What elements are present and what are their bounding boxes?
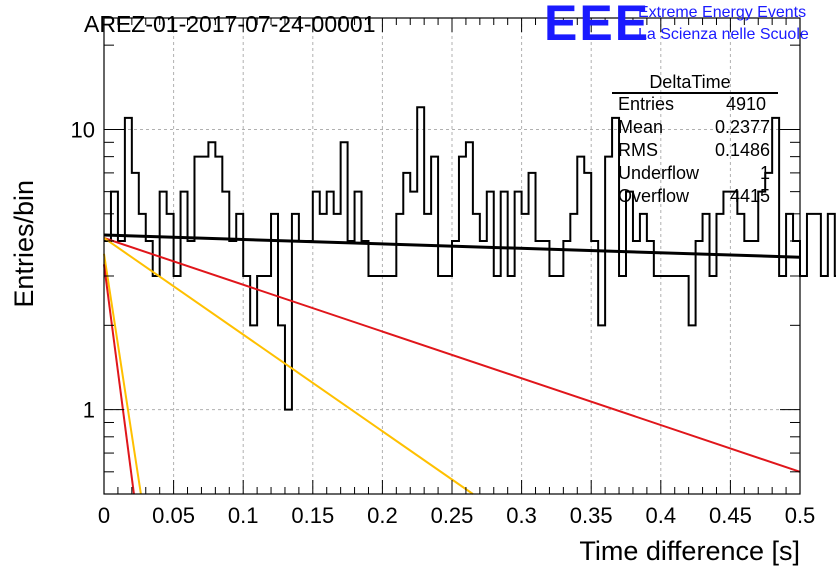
- x-tick-label: 0.35: [570, 503, 613, 528]
- fit-line-2: [103, 237, 801, 473]
- stats-label-overflow: Overflow: [618, 186, 690, 206]
- grid-lines: [104, 18, 800, 494]
- eee-logo-mark: EEE: [544, 0, 650, 51]
- eee-logo: EEE Extreme Energy Events La Scienza nel…: [544, 0, 809, 51]
- x-tick-label: 0.05: [152, 503, 195, 528]
- chart-title: AREZ-01-2017-07-24-00001: [84, 11, 376, 37]
- stats-value-mean: 0.2377: [715, 117, 770, 137]
- x-tick-label: 0.5: [785, 503, 816, 528]
- x-tick-label: 0.4: [646, 503, 677, 528]
- x-tick-label: 0: [98, 503, 110, 528]
- eee-logo-line1: Extreme Energy Events: [638, 4, 806, 21]
- stats-value-overflow: 4415: [730, 186, 770, 206]
- stats-value-underflow: 1: [760, 163, 770, 183]
- stats-title: DeltaTime: [649, 72, 730, 92]
- y-tick-label: 10: [71, 117, 95, 142]
- x-tick-label: 0.2: [367, 503, 398, 528]
- x-tick-label: 0.3: [506, 503, 537, 528]
- stats-label-mean: Mean: [618, 117, 663, 137]
- y-tick-label: 1: [83, 398, 95, 423]
- fit-line-4: [103, 253, 142, 495]
- fit-line-1: [103, 233, 801, 259]
- x-tick-label: 0.45: [709, 503, 752, 528]
- x-axis-title: Time difference [s]: [579, 536, 800, 566]
- y-axis: 1 10: [71, 44, 800, 473]
- x-axis: 0 0.05 0.1 0.15 0.2 0.25 0.3 0.35 0.4 0.45 0.5: [98, 18, 815, 528]
- stats-value-entries: 4910: [726, 94, 766, 114]
- eee-logo-line2: La Scienza nelle Scuole: [638, 26, 809, 43]
- x-tick-label: 0.15: [291, 503, 334, 528]
- y-axis-title: Entries/bin: [9, 180, 39, 308]
- stats-box: DeltaTime Entries 4910 Mean 0.2377 RMS 0…: [612, 72, 778, 206]
- stats-label-rms: RMS: [618, 140, 658, 160]
- stats-label-entries: Entries: [618, 94, 674, 114]
- stats-value-rms: 0.1486: [715, 140, 770, 160]
- fit-line-3: [103, 237, 474, 495]
- x-tick-label: 0.1: [228, 503, 259, 528]
- fit-line-5: [103, 264, 135, 495]
- fit-lines: [103, 233, 801, 495]
- x-tick-label: 0.25: [431, 503, 474, 528]
- stats-label-underflow: Underflow: [618, 163, 700, 183]
